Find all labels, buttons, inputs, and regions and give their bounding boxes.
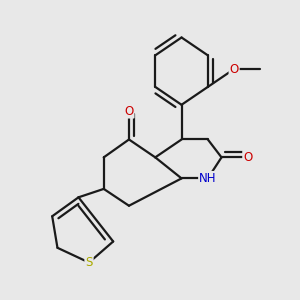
Text: O: O bbox=[243, 151, 252, 164]
Text: O: O bbox=[230, 62, 239, 76]
Text: S: S bbox=[85, 256, 93, 269]
Text: NH: NH bbox=[199, 172, 217, 185]
Text: O: O bbox=[124, 105, 134, 118]
